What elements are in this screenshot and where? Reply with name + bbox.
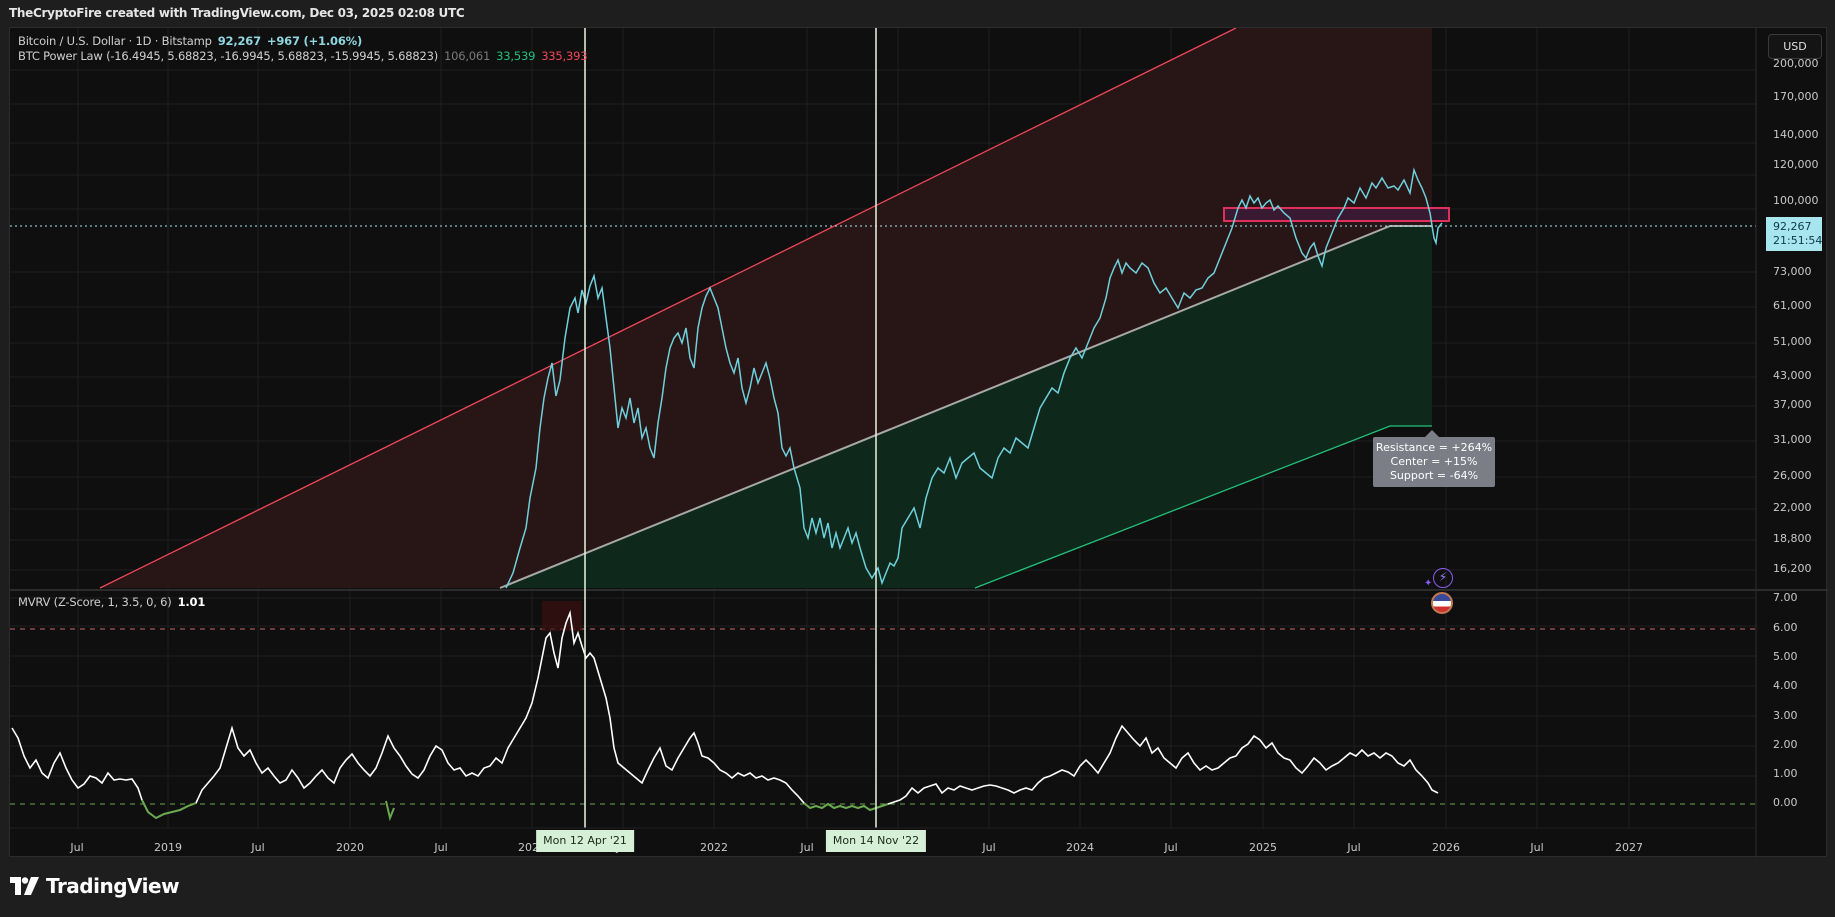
- lower-zone: [500, 226, 1432, 588]
- power-law-legend[interactable]: BTC Power Law (-16.4945, 5.68823, -16.99…: [18, 49, 588, 63]
- tradingview-logo-icon: [10, 877, 39, 895]
- mvrv-label: MVRV (Z-Score, 1, 3.5, 0, 6): [18, 595, 172, 609]
- time-tick: 2022: [700, 841, 728, 854]
- support-value: 33,539: [496, 49, 536, 63]
- price-tick: 200,000: [1773, 57, 1819, 70]
- center-value: 106,061: [443, 49, 491, 63]
- price-tick: 43,000: [1773, 369, 1812, 382]
- price-tick: 26,000: [1773, 469, 1812, 482]
- price-tick: 16,200: [1773, 562, 1812, 575]
- resistance-box: [1223, 207, 1450, 222]
- price-tick: 61,000: [1773, 299, 1812, 312]
- time-tick: Jul: [1530, 841, 1544, 854]
- price-tick: 31,000: [1773, 433, 1812, 446]
- resistance-value: 335,393: [541, 49, 588, 63]
- marker-date-nov-2022: Mon 14 Nov '22: [825, 830, 927, 852]
- price-tick: 22,000: [1773, 501, 1812, 514]
- current-price-value: 92,267: [1773, 220, 1812, 233]
- time-tick: Jul: [251, 841, 265, 854]
- time-tick: 2019: [154, 841, 182, 854]
- mvrv-tick: 2.00: [1773, 738, 1798, 751]
- time-tick: Jul: [434, 841, 448, 854]
- price-change: +967 (+1.06%): [266, 34, 362, 48]
- current-price-tag: 92,267 21:51:54: [1766, 217, 1822, 251]
- bar-countdown: 21:51:54: [1773, 234, 1823, 247]
- btc-price-line: [505, 167, 1443, 589]
- mvrv-line: [11, 609, 1439, 819]
- time-tick: Jul: [1164, 841, 1178, 854]
- us-flag-event-icon[interactable]: [1431, 592, 1453, 614]
- chart-frame[interactable]: Bitcoin / U.S. Dollar · 1D · Bitstamp 92,…: [9, 27, 1828, 858]
- price-tick: 100,000: [1773, 194, 1819, 207]
- time-tick: Jul: [800, 841, 814, 854]
- mvrv-overheat-zone: [542, 601, 582, 631]
- time-tick: Jul: [1347, 841, 1361, 854]
- resistance-line: [99, 28, 1237, 589]
- tooltip-center: Center = +15%: [1390, 455, 1478, 468]
- time-tick: 2025: [1249, 841, 1277, 854]
- support-line: [974, 425, 1432, 589]
- mvrv-value: 1.01: [177, 595, 206, 609]
- marker-date-apr-2021: Mon 12 Apr '21: [536, 830, 634, 852]
- mvrv-legend[interactable]: MVRV (Z-Score, 1, 3.5, 0, 6) 1.01: [18, 595, 205, 609]
- tradingview-logo[interactable]: TradingView: [10, 874, 180, 898]
- upper-zone: [100, 28, 1432, 588]
- mvrv-tick: 7.00: [1773, 591, 1798, 604]
- price-tick: 140,000: [1773, 128, 1819, 141]
- power-law-label: BTC Power Law (-16.4945, 5.68823, -16.99…: [18, 49, 438, 63]
- tooltip-support: Support = -64%: [1389, 469, 1479, 482]
- tradingview-brand: TradingView: [46, 874, 180, 898]
- mvrv-tick: 0.00: [1773, 796, 1798, 809]
- price-tick: 120,000: [1773, 158, 1819, 171]
- mvrv-tick: 3.00: [1773, 709, 1798, 722]
- chart-canvas[interactable]: [10, 28, 1828, 858]
- mvrv-low-segment: [385, 800, 395, 822]
- price-tick: 18,800: [1773, 532, 1812, 545]
- mvrv-low-segment: [141, 799, 197, 820]
- price-tick: 37,000: [1773, 398, 1812, 411]
- symbol-label: Bitcoin / U.S. Dollar · 1D · Bitstamp: [18, 34, 212, 48]
- time-tick: 2024: [1066, 841, 1094, 854]
- lightning-icon[interactable]: ⚡: [1433, 568, 1453, 588]
- mvrv-tick: 6.00: [1773, 621, 1798, 634]
- time-tick: 2020: [336, 841, 364, 854]
- price-tick: 51,000: [1773, 335, 1812, 348]
- currency-button[interactable]: USD: [1768, 34, 1822, 59]
- time-tick: 2027: [1615, 841, 1643, 854]
- power-law-tooltip: Resistance = +264% Center = +15% Support…: [1373, 430, 1495, 487]
- price-tick: 170,000: [1773, 90, 1819, 103]
- main-series-legend[interactable]: Bitcoin / U.S. Dollar · 1D · Bitstamp 92,…: [18, 34, 362, 48]
- mvrv-tick: 1.00: [1773, 767, 1798, 780]
- price-tick: 73,000: [1773, 265, 1812, 278]
- mvrv-tick: 5.00: [1773, 650, 1798, 663]
- mvrv-tick: 4.00: [1773, 679, 1798, 692]
- time-tick: Jul: [982, 841, 996, 854]
- time-tick: 2026: [1432, 841, 1460, 854]
- mvrv-low-segment: [803, 802, 889, 812]
- tooltip-resistance: Resistance = +264%: [1375, 441, 1493, 454]
- last-price: 92,267: [217, 34, 261, 48]
- sparkle-icon[interactable]: ✦: [1424, 578, 1433, 589]
- time-tick: Jul: [70, 841, 84, 854]
- attribution-header: TheCryptoFire created with TradingView.c…: [0, 0, 1835, 27]
